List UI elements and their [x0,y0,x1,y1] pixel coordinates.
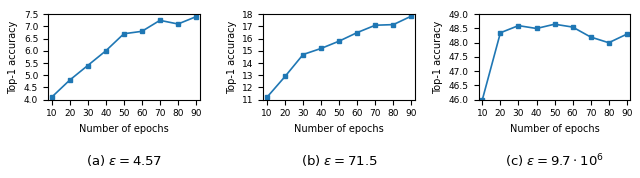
Y-axis label: Top-1 accuracy: Top-1 accuracy [227,20,237,94]
Text: (c) $\epsilon = 9.7 \cdot 10^6$: (c) $\epsilon = 9.7 \cdot 10^6$ [505,153,604,170]
Y-axis label: Top-1 accuracy: Top-1 accuracy [433,20,444,94]
X-axis label: Number of epochs: Number of epochs [509,124,600,134]
Text: (b) $\epsilon = 71.5$: (b) $\epsilon = 71.5$ [301,153,378,168]
Text: (a) $\epsilon = 4.57$: (a) $\epsilon = 4.57$ [86,153,162,168]
X-axis label: Number of epochs: Number of epochs [294,124,384,134]
Y-axis label: Top-1 accuracy: Top-1 accuracy [8,20,19,94]
X-axis label: Number of epochs: Number of epochs [79,124,169,134]
